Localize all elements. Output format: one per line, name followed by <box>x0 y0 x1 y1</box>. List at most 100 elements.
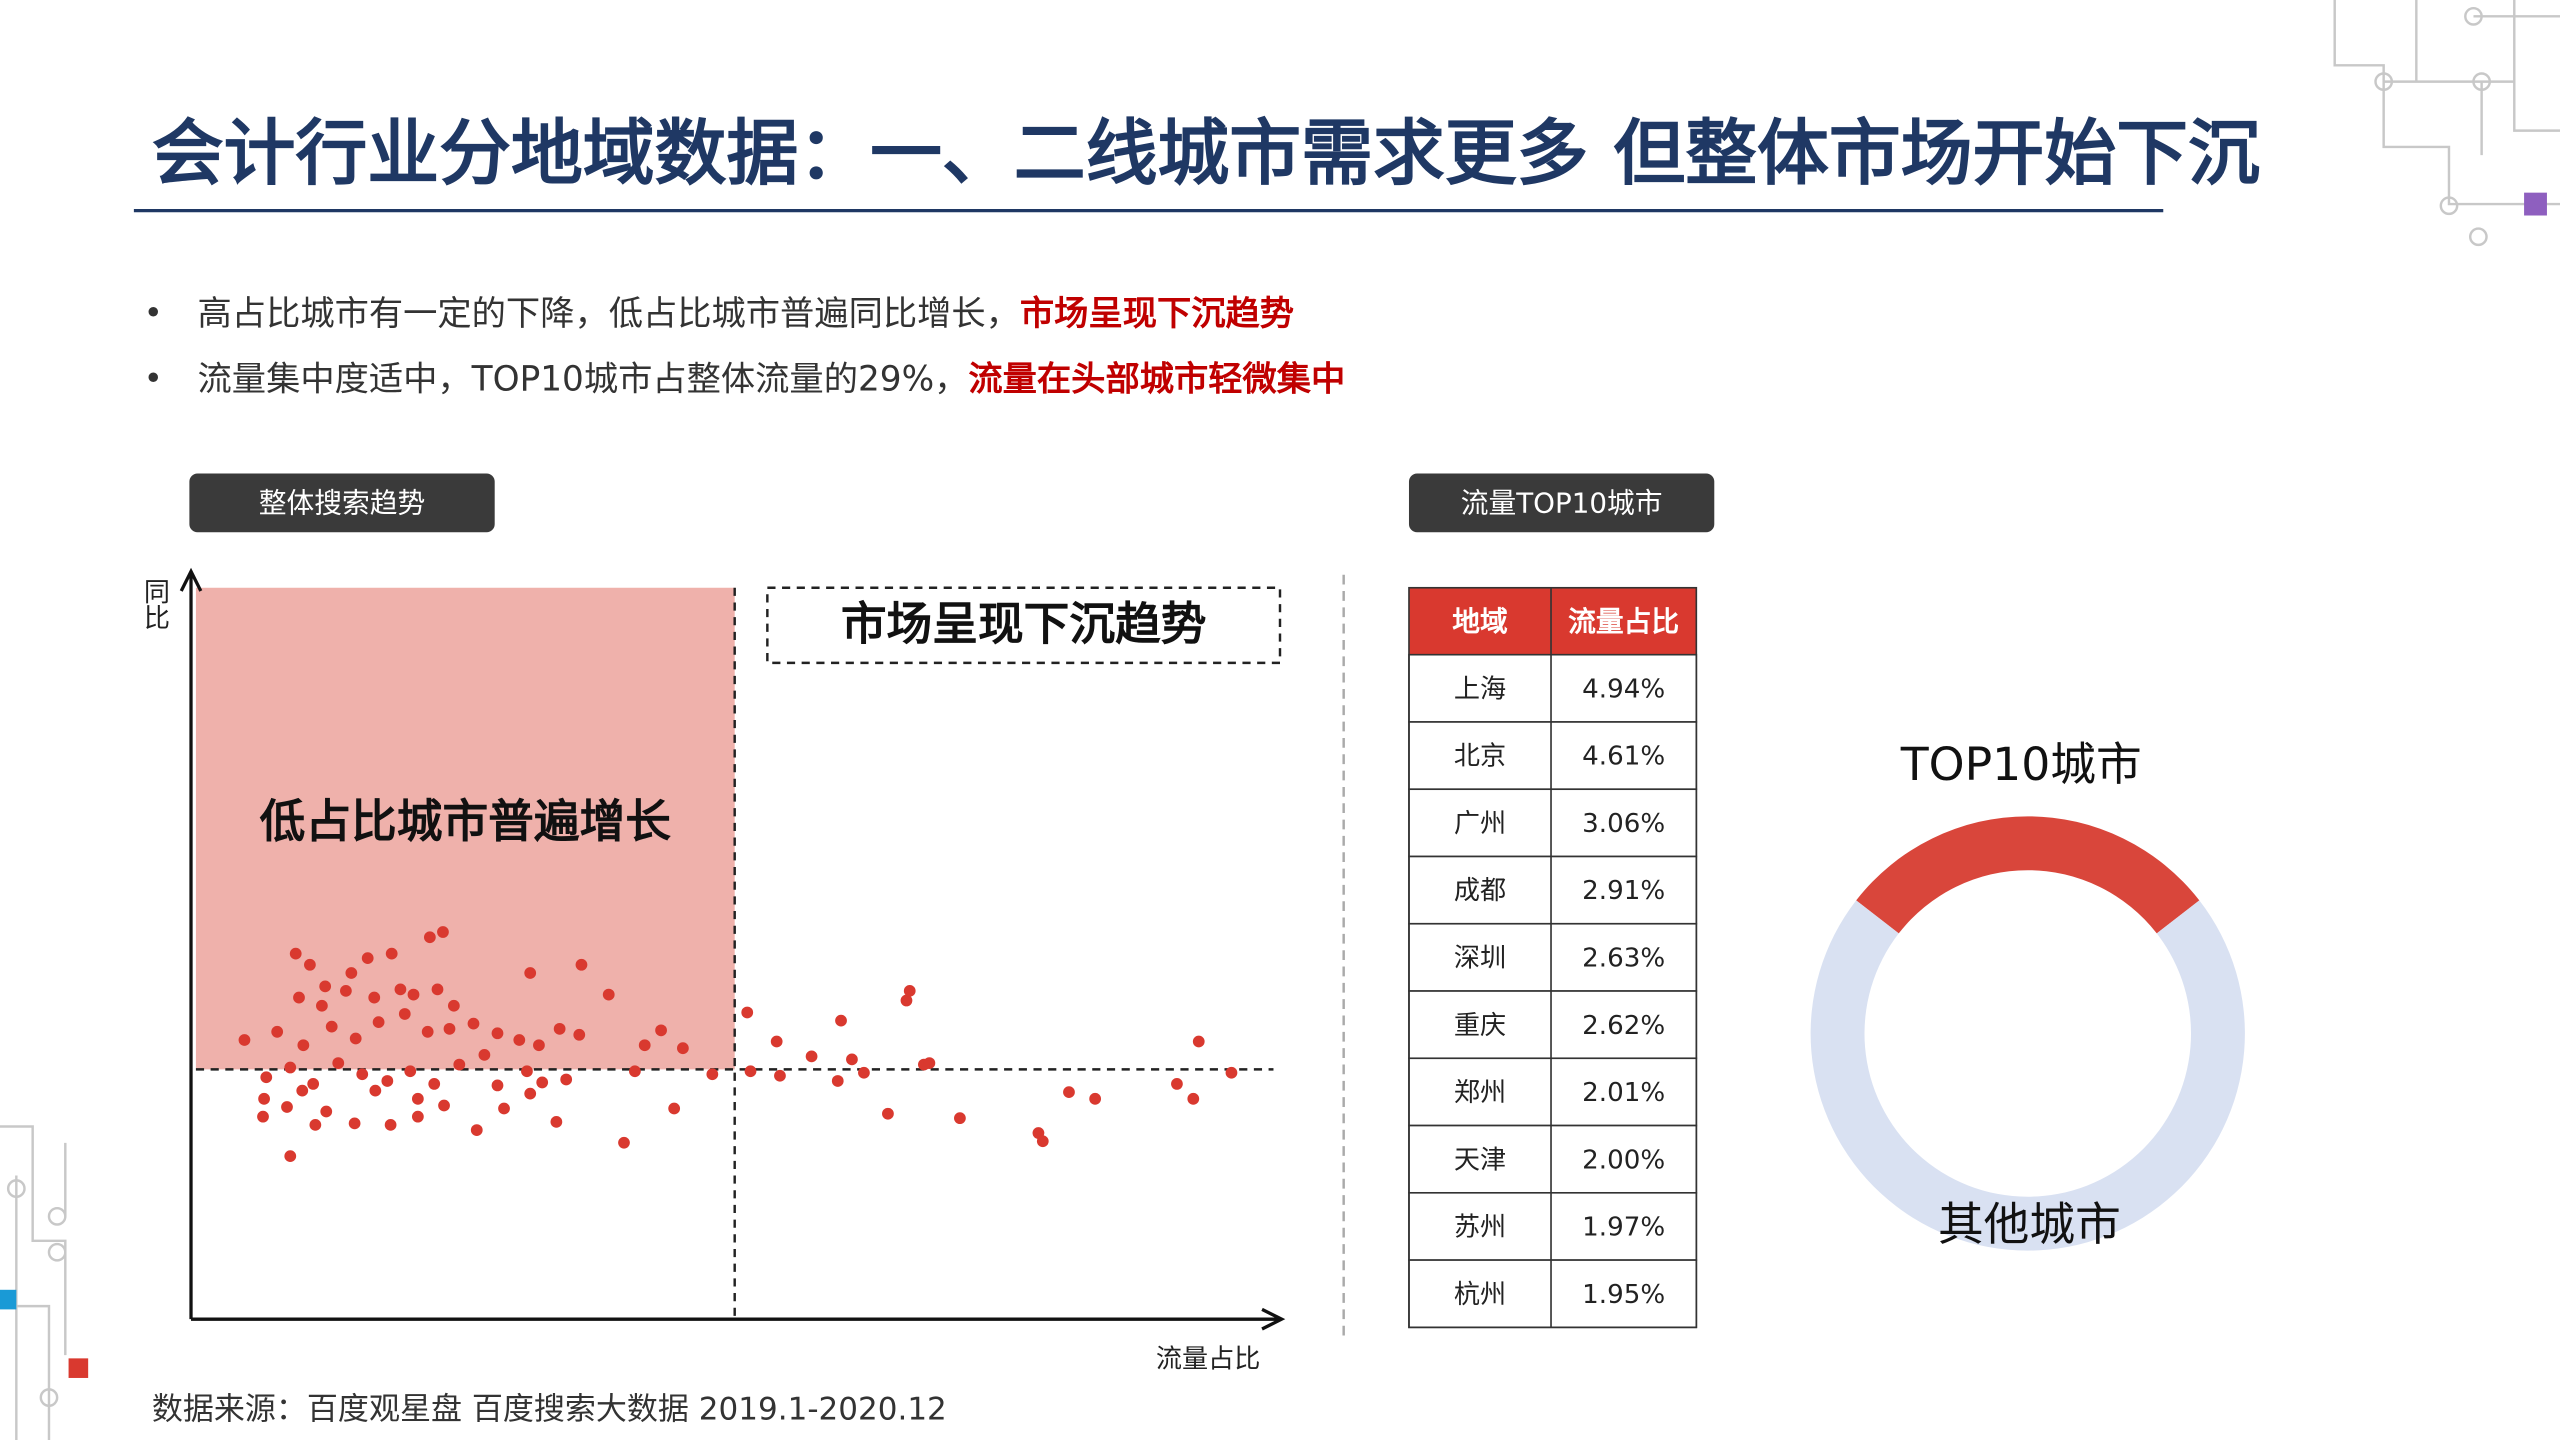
donut-chart <box>1810 816 2245 1251</box>
table-cell: 2.91% <box>1582 876 1665 906</box>
scatter-point <box>478 1049 491 1061</box>
scatter-point <box>560 1073 573 1086</box>
scatter-point <box>1187 1092 1200 1105</box>
bullet-highlight: 市场呈现下沉趋势 <box>1020 294 1294 334</box>
scatter-point <box>398 1008 411 1020</box>
scatter-point <box>258 1092 270 1105</box>
scatter-point <box>835 1014 847 1027</box>
annotation-box <box>766 586 1282 665</box>
axes <box>179 567 1286 1331</box>
scatter-point <box>293 991 305 1004</box>
scatter-point <box>238 1034 251 1046</box>
section-label-box <box>189 473 495 533</box>
scatter-point <box>385 947 398 960</box>
scatter-point <box>741 1006 754 1019</box>
scatter-point <box>470 1124 483 1136</box>
scatter-point <box>668 1102 681 1115</box>
scatter-point <box>954 1112 966 1125</box>
scatter-point <box>498 1102 510 1115</box>
decoration-square <box>68 1358 89 1378</box>
scatter-point <box>369 1084 382 1097</box>
scatter-point <box>858 1066 870 1079</box>
annotation: 市场呈现下沉趋势 <box>841 597 1207 650</box>
table-header-bg <box>1408 587 1697 655</box>
table-border <box>1408 586 1698 1329</box>
decoration-square <box>2524 192 2547 216</box>
scatter-point <box>394 983 407 996</box>
scatter-point <box>491 1027 504 1040</box>
scatter-point <box>316 999 328 1012</box>
bullet-text: 高占比城市有一定的下降，低占比城市普遍同比增长， <box>198 294 1020 334</box>
table-cell: 上海 <box>1454 674 1506 704</box>
scatter-point <box>423 931 436 944</box>
scatter-point <box>361 952 374 964</box>
scatter-point <box>550 1116 563 1128</box>
scatter-point <box>513 1034 526 1046</box>
table-cell: 北京 <box>1454 742 1506 772</box>
annotation: 低占比城市普遍增长 <box>260 795 672 848</box>
scatter-point <box>903 984 916 997</box>
scatter-point <box>1171 1078 1183 1090</box>
scatter-point <box>411 1092 424 1105</box>
scatter-point <box>900 994 913 1007</box>
scatter-point <box>356 1068 369 1081</box>
table-cell: 杭州 <box>1454 1280 1506 1310</box>
section-label: 流量TOP10城市 <box>1461 486 1663 519</box>
scatter-point <box>296 1084 309 1097</box>
table-cell: 1.97% <box>1582 1213 1665 1243</box>
scatter-point <box>882 1107 894 1120</box>
scatter-point <box>304 958 316 971</box>
scatter-point <box>1225 1066 1238 1079</box>
scatter-point <box>372 1016 385 1029</box>
table-row-bg <box>1408 1259 1698 1329</box>
scatter-point <box>407 988 420 1001</box>
scatter-point <box>831 1075 844 1087</box>
scatter-point <box>602 988 615 1001</box>
scatter-point <box>349 1032 362 1045</box>
scatter-point <box>846 1053 858 1066</box>
scatter-point <box>437 926 449 938</box>
scatter-point <box>1089 1092 1102 1105</box>
bullet-text: 流量集中度适中，TOP10城市占整体流量的29%， <box>198 359 969 399</box>
scatter-point <box>629 1065 641 1078</box>
scatter-point <box>284 1061 297 1074</box>
scatter-point <box>297 1039 310 1052</box>
bullet-dot: • <box>144 359 163 397</box>
title: 会计行业分地域数据：一、二线城市需求更多 但整体市场开始下沉 <box>152 111 2260 195</box>
bullet-dot: • <box>144 294 163 332</box>
scatter-point <box>438 1099 450 1112</box>
scatter-point <box>340 984 352 997</box>
scatter-point <box>411 1110 424 1123</box>
table-cell: 2.01% <box>1582 1078 1665 1108</box>
scatter-point <box>1192 1035 1205 1048</box>
scatter-point <box>1063 1086 1075 1098</box>
scatter-point <box>319 980 332 993</box>
bullet: 高占比城市有一定的下降，低占比城市普遍同比增长，市场呈现下沉趋势 <box>198 294 1294 334</box>
scatter-point <box>553 1022 566 1035</box>
scatter-point <box>923 1057 936 1069</box>
scatter-point <box>384 1118 397 1131</box>
scatter-point <box>575 958 588 971</box>
scatter-point <box>309 1118 322 1131</box>
scatter-point <box>404 1065 417 1078</box>
scatter-point <box>320 1105 333 1118</box>
section-label: 整体搜索趋势 <box>259 486 426 519</box>
highlight-region <box>195 587 735 1070</box>
scatter-point <box>536 1076 549 1089</box>
table-cell: 苏州 <box>1454 1213 1506 1243</box>
scatter-point <box>348 1117 361 1130</box>
scatter-point <box>573 1028 586 1041</box>
scatter-point <box>345 967 358 979</box>
table-cell: 3.06% <box>1582 809 1665 839</box>
table-cell: 2.00% <box>1582 1145 1665 1175</box>
scatter-point <box>770 1035 783 1048</box>
scatter-point <box>1036 1135 1049 1148</box>
scatter-point <box>284 1150 297 1163</box>
scatter-point <box>524 967 537 979</box>
scatter-point <box>521 1065 533 1078</box>
donut-label: 其他城市 <box>1938 1198 2121 1251</box>
scatter-point <box>325 1020 338 1033</box>
